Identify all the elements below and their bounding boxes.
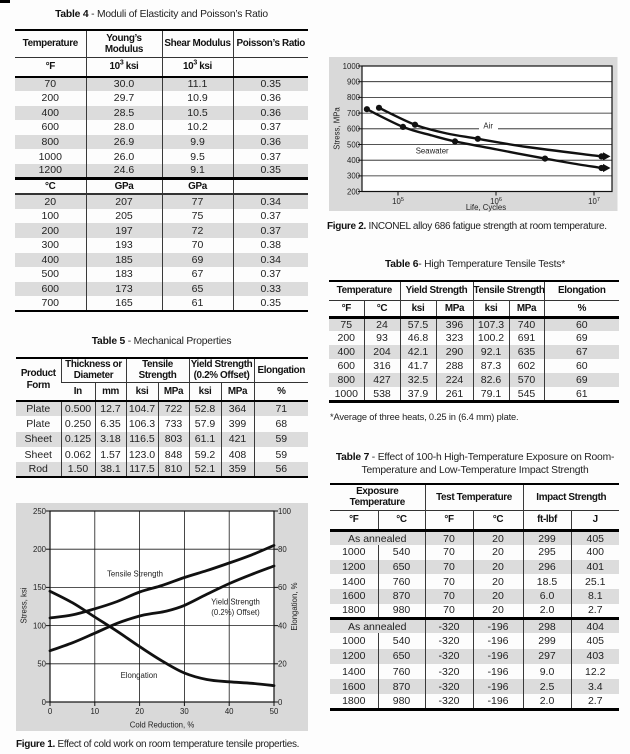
svg-text:100: 100 (278, 507, 292, 516)
svg-text:800: 800 (347, 93, 361, 102)
svg-text:700: 700 (347, 109, 361, 118)
svg-text:Elongation, %: Elongation, % (290, 582, 299, 630)
svg-text:60: 60 (278, 583, 287, 592)
svg-text:105: 105 (392, 197, 404, 206)
svg-text:200: 200 (33, 545, 47, 554)
svg-text:107: 107 (588, 197, 600, 206)
svg-text:20: 20 (278, 660, 287, 669)
svg-text:30: 30 (180, 707, 189, 716)
svg-text:Tensile Strength: Tensile Strength (107, 569, 163, 578)
svg-text:20: 20 (135, 707, 144, 716)
svg-text:0: 0 (48, 707, 53, 716)
svg-text:Stress, ksi: Stress, ksi (20, 587, 29, 623)
svg-text:Elongation: Elongation (121, 671, 158, 680)
svg-text:500: 500 (347, 140, 361, 149)
svg-text:0: 0 (278, 698, 283, 707)
svg-text:50: 50 (37, 660, 46, 669)
svg-text:106: 106 (490, 197, 502, 206)
svg-text:300: 300 (347, 172, 361, 181)
svg-text:Seawater: Seawater (416, 147, 449, 156)
svg-text:10: 10 (90, 707, 99, 716)
svg-text:50: 50 (270, 707, 279, 716)
svg-text:1000: 1000 (343, 62, 361, 71)
svg-text:40: 40 (225, 707, 234, 716)
svg-text:Life, Cycles: Life, Cycles (466, 203, 506, 212)
svg-text:80: 80 (278, 545, 287, 554)
svg-text:(0.2%) Offset): (0.2%) Offset) (211, 608, 260, 617)
svg-text:40: 40 (278, 621, 287, 630)
svg-text:Yield Strength: Yield Strength (211, 598, 260, 607)
svg-text:Cold Reduction, %: Cold Reduction, % (130, 720, 195, 729)
svg-text:900: 900 (347, 78, 361, 87)
svg-text:400: 400 (347, 156, 361, 165)
svg-text:100: 100 (33, 621, 47, 630)
svg-text:Stress, MPa: Stress, MPa (333, 107, 342, 150)
svg-text:200: 200 (347, 187, 361, 196)
svg-text:600: 600 (347, 125, 361, 134)
svg-text:Air: Air (483, 122, 493, 131)
svg-text:0: 0 (42, 698, 47, 707)
svg-text:150: 150 (33, 583, 47, 592)
svg-text:250: 250 (33, 507, 47, 516)
